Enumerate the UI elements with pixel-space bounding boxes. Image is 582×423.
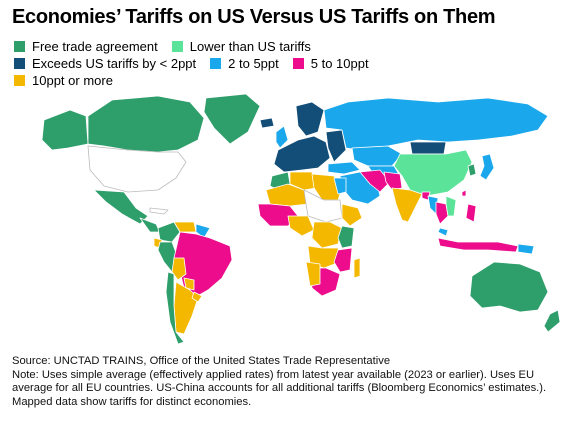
region-taiwan [461, 189, 467, 197]
legend: Free trade agreement Lower than US tarif… [14, 38, 574, 89]
region-philippines [465, 203, 477, 223]
note-text: Note: Uses simple average (effectively a… [12, 368, 547, 408]
region-eu-east [325, 129, 347, 163]
region-mexico [93, 189, 149, 225]
legend-label-10plus: 10ppt or more [32, 72, 113, 88]
region-egypt [333, 177, 347, 195]
source-text: Source: UNCTAD TRAINS, Office of the Uni… [12, 355, 391, 367]
region-horn [341, 203, 363, 227]
region-east-africa [337, 225, 355, 249]
region-paraguay [183, 277, 195, 291]
region-mongolia [409, 141, 447, 155]
region-colombia [157, 221, 181, 243]
region-russia [323, 97, 549, 151]
region-china [393, 149, 473, 197]
region-sahel [303, 189, 343, 223]
legend-label-lower: Lower than US tariffs [189, 38, 311, 54]
legend-swatch-10plus [14, 74, 25, 86]
legend-item-lower: Lower than US tariffs [171, 38, 311, 54]
legend-swatch-5to10 [292, 57, 304, 69]
legend-row-2: Exceeds US tariffs by < 2ppt 2 to 5ppt 5… [14, 55, 574, 71]
world-map [41, 93, 561, 345]
region-namibia-botswana [305, 261, 321, 287]
region-greenland [203, 93, 261, 145]
legend-swatch-fta [14, 40, 25, 52]
legend-swatch-2to5 [210, 57, 222, 69]
region-indochina [445, 195, 457, 217]
region-korea [467, 163, 477, 177]
legend-item-fta: Free trade agreement [14, 38, 158, 54]
legend-label-5to10: 5 to 10ppt [310, 55, 369, 71]
region-mozambique [333, 247, 353, 273]
region-png [517, 243, 535, 255]
legend-label-2to5: 2 to 5ppt [228, 55, 279, 71]
region-malaysia [437, 227, 449, 237]
region-eu-west [273, 135, 331, 173]
legend-row-3: 10ppt or more [14, 72, 574, 88]
region-japan [479, 153, 495, 181]
region-pakistan [383, 171, 403, 191]
region-turkey [327, 161, 361, 175]
region-alaska [41, 109, 89, 151]
legend-item-10plus: 10ppt or more [14, 72, 113, 88]
map-title: Economies’ Tariffs on US Versus US Tarif… [12, 6, 496, 28]
legend-item-2to5: 2 to 5ppt [210, 55, 279, 71]
region-iceland [259, 117, 275, 129]
region-iran [359, 169, 391, 193]
region-new-zealand [543, 309, 561, 333]
region-usa [87, 145, 187, 193]
region-cuba [149, 207, 169, 215]
region-chile [165, 271, 185, 345]
legend-item-lt2: Exceeds US tariffs by < 2ppt [14, 55, 196, 71]
footer-notes: Source: UNCTAD TRAINS, Office of the Uni… [12, 355, 577, 409]
region-kazakhstan [351, 145, 403, 167]
legend-swatch-lower [171, 40, 183, 52]
legend-row-1: Free trade agreement Lower than US tarif… [14, 38, 574, 54]
region-india [391, 187, 423, 223]
region-uk [275, 125, 289, 149]
region-madagascar [353, 257, 361, 279]
region-australia [469, 261, 549, 313]
legend-item-5to10: 5 to 10ppt [292, 55, 369, 71]
region-indonesia [437, 237, 519, 253]
region-central-america [139, 217, 161, 233]
region-bolivia [171, 257, 187, 281]
legend-label-fta: Free trade agreement [32, 38, 158, 54]
legend-label-lt2: Exceeds US tariffs by < 2ppt [32, 55, 197, 71]
region-gulf-guinea [287, 215, 315, 237]
region-uruguay [191, 291, 203, 303]
region-canada [87, 95, 205, 153]
region-algeria [289, 171, 317, 191]
region-scandinavia [295, 101, 325, 137]
region-thailand [435, 201, 449, 225]
legend-swatch-lt2 [14, 57, 25, 69]
region-central-africa [311, 221, 343, 249]
